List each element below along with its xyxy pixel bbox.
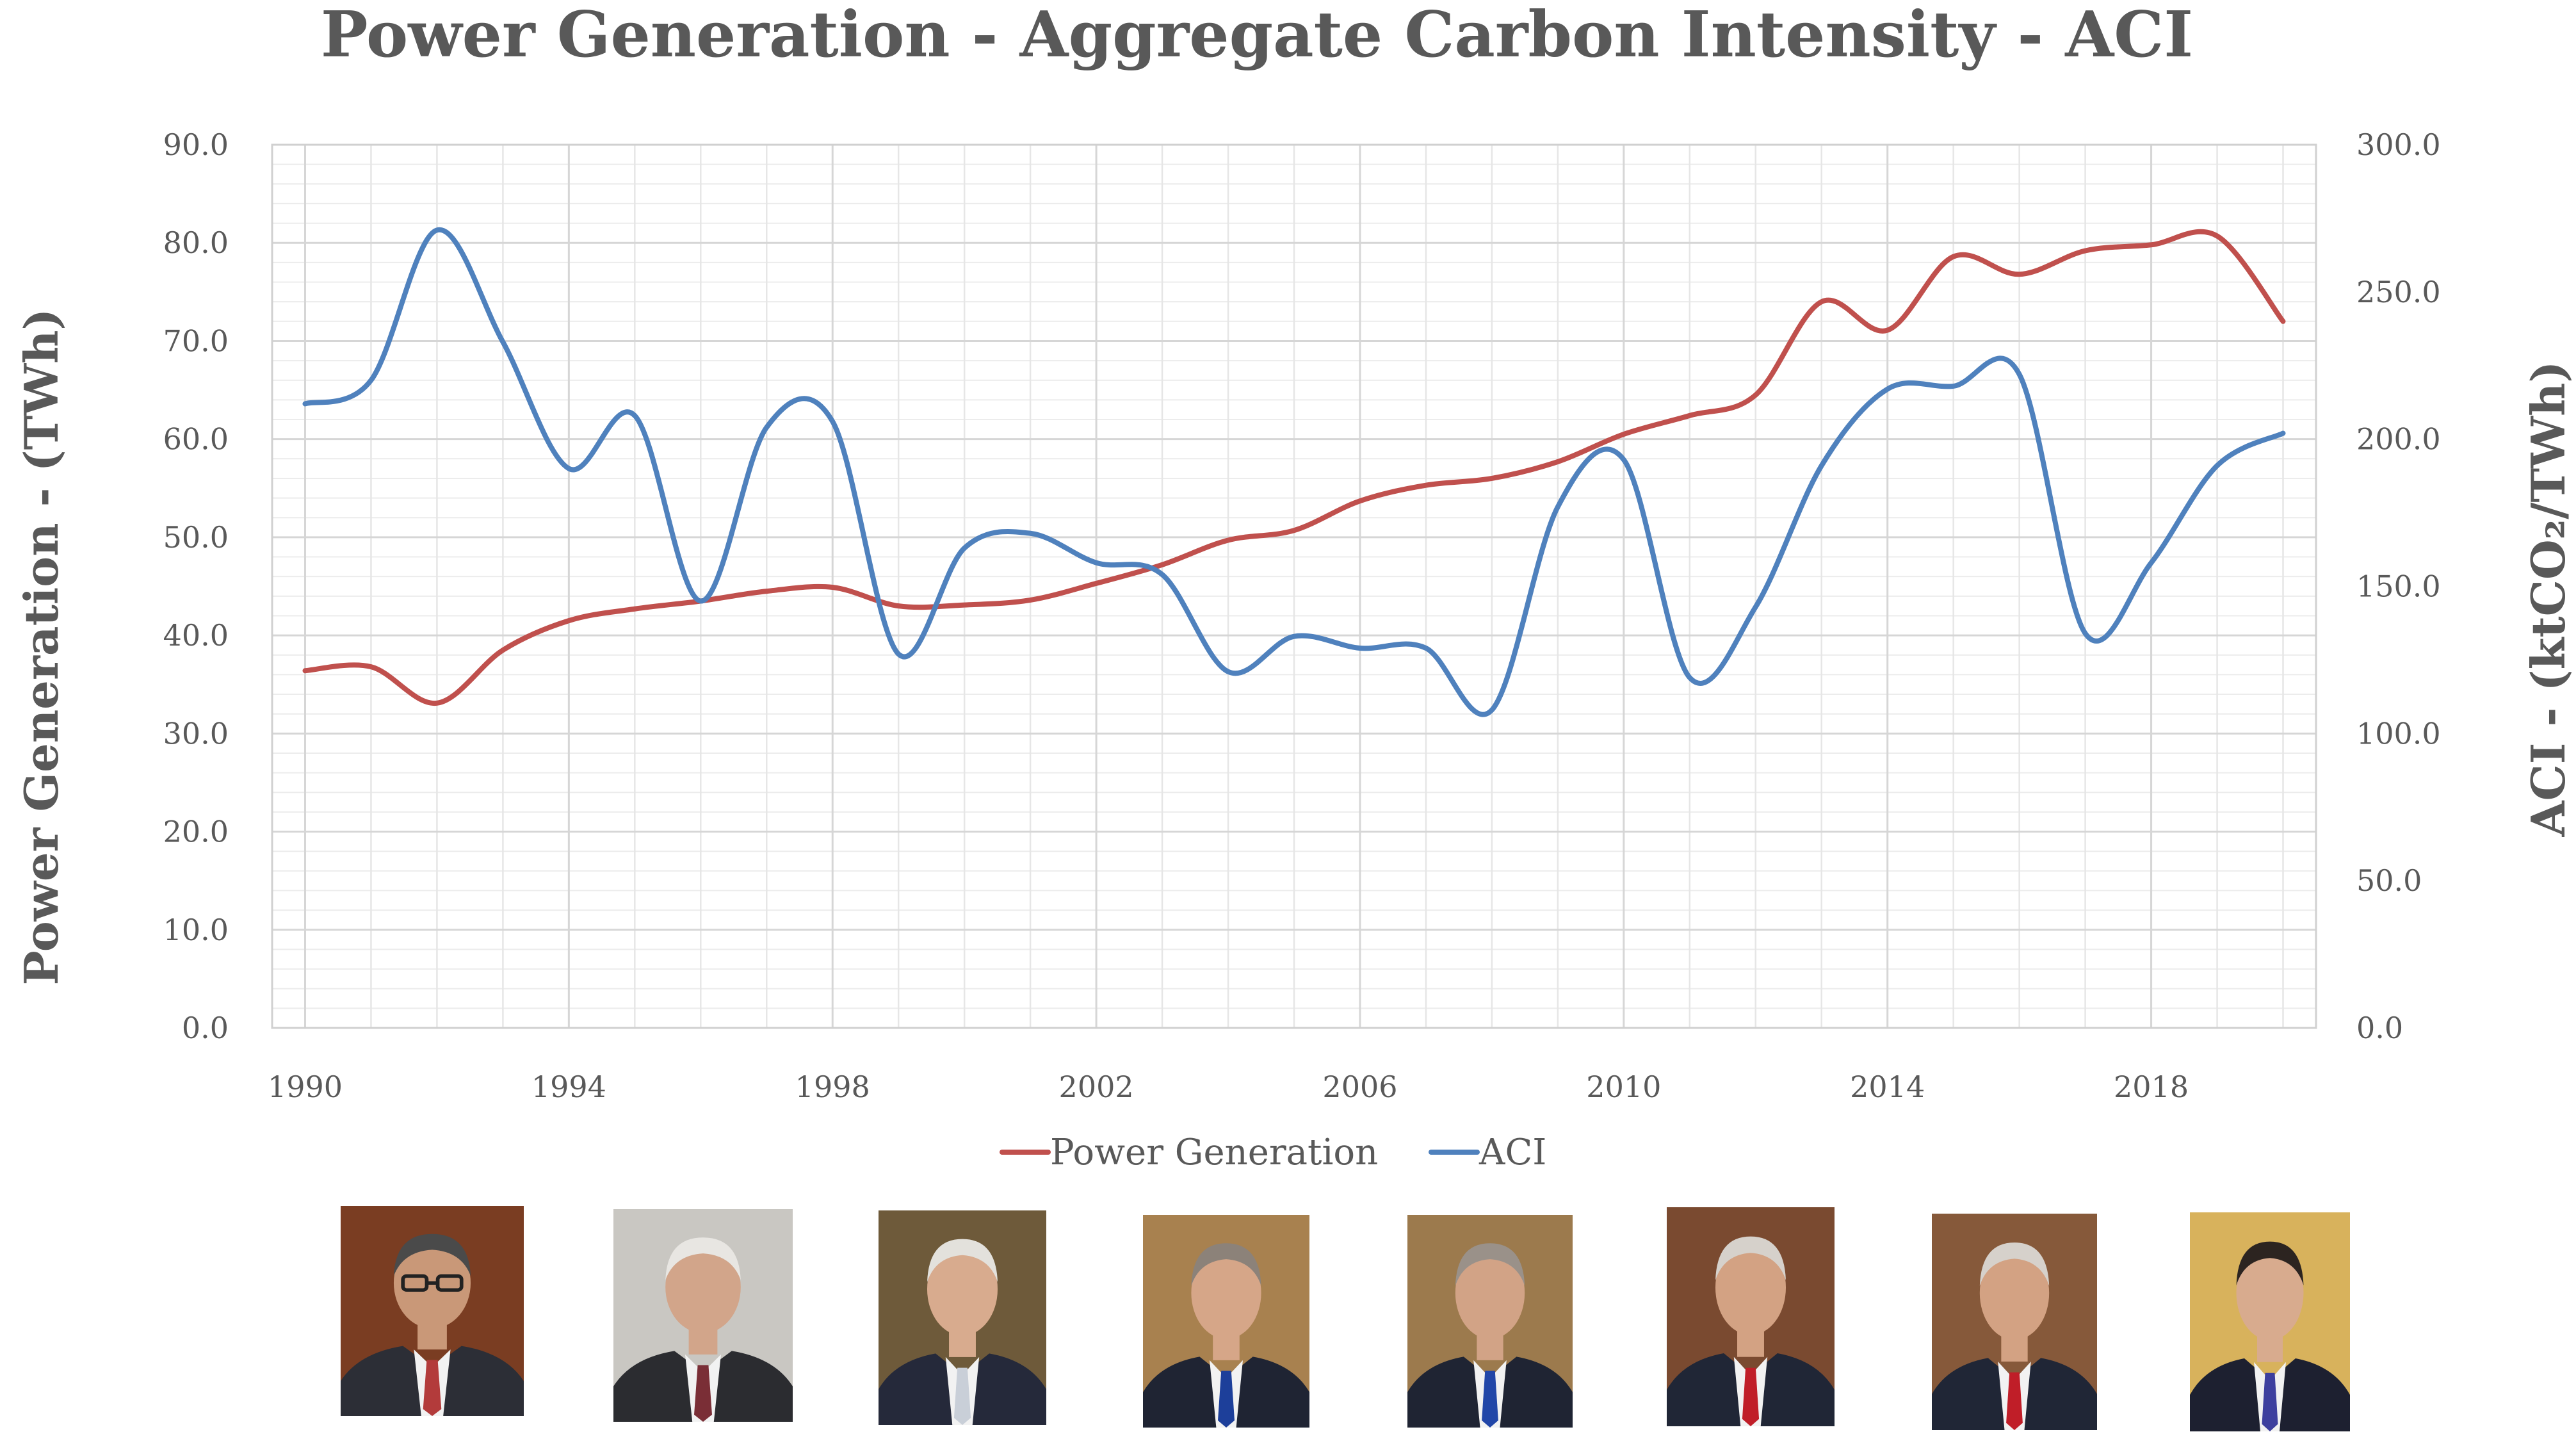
y-axis-left-title: Power Generation - (TWh): [14, 309, 69, 986]
series-layer: [302, 227, 2286, 717]
y-left-tick-label: 60.0: [163, 422, 229, 457]
x-tick-label: 1990: [268, 1070, 343, 1104]
y-left-tick-label: 90.0: [163, 127, 229, 162]
grid: [272, 143, 2316, 1029]
x-tick-label: 1998: [795, 1070, 870, 1104]
x-tick-label: 2014: [1850, 1070, 1925, 1104]
portrait-5: [1407, 1215, 1573, 1428]
x-tick-label: 1994: [531, 1070, 606, 1104]
series-line-aci: [302, 227, 2286, 717]
y-axis-left: 0.0 10.0 20.0 30.0 40.0 50.0 60.0 70.0 80.0 90.0: [163, 127, 229, 1045]
y-left-tick-label: 70.0: [163, 323, 229, 358]
y-axis-right-title: ACI - (ktCO₂/TWh): [2521, 361, 2575, 838]
y-left-tick-label: 0.0: [182, 1011, 229, 1045]
y-left-tick-label: 80.0: [163, 225, 229, 260]
y-left-tick-label: 20.0: [163, 815, 229, 849]
x-tick-label: 2002: [1059, 1070, 1134, 1104]
y-left-tick-label: 50.0: [163, 520, 229, 555]
y-right-tick-label: 150.0: [2356, 569, 2441, 604]
y-right-tick-label: 50.0: [2356, 863, 2422, 898]
y-right-tick-label: 200.0: [2356, 422, 2441, 457]
portrait-2: [613, 1209, 793, 1422]
plot-frame: [271, 143, 2317, 1029]
y-axis-right: 0.0 50.0 100.0 150.0 200.0 250.0 300.0: [2356, 127, 2441, 1045]
y-left-tick-label: 40.0: [163, 618, 229, 653]
portrait-1: [341, 1206, 524, 1416]
x-tick-label: 2010: [1586, 1070, 1661, 1104]
x-axis: 1990 1994 1998 2002 2006 2010 2014 2018: [268, 1070, 2189, 1104]
y-left-tick-label: 30.0: [163, 716, 229, 751]
portrait-8: [2190, 1212, 2350, 1431]
portrait-7: [1932, 1214, 2097, 1430]
y-left-tick-label: 10.0: [163, 913, 229, 947]
y-right-tick-label: 300.0: [2356, 127, 2441, 162]
portrait-3: [879, 1210, 1046, 1425]
legend: Power Generation ACI: [1000, 1132, 1546, 1173]
x-tick-label: 2018: [2114, 1070, 2189, 1104]
legend-label-power-generation: Power Generation: [1050, 1132, 1378, 1173]
y-right-tick-label: 250.0: [2356, 275, 2441, 309]
portrait-4: [1143, 1215, 1309, 1428]
portrait-6: [1667, 1207, 1835, 1426]
x-tick-label: 2006: [1322, 1070, 1397, 1104]
chart-title: Power Generation - Aggregate Carbon Inte…: [321, 0, 2193, 72]
y-right-tick-label: 0.0: [2356, 1011, 2403, 1045]
plot-border: [271, 143, 2317, 1029]
y-right-tick-label: 100.0: [2356, 716, 2441, 751]
legend-label-aci: ACI: [1478, 1132, 1546, 1173]
